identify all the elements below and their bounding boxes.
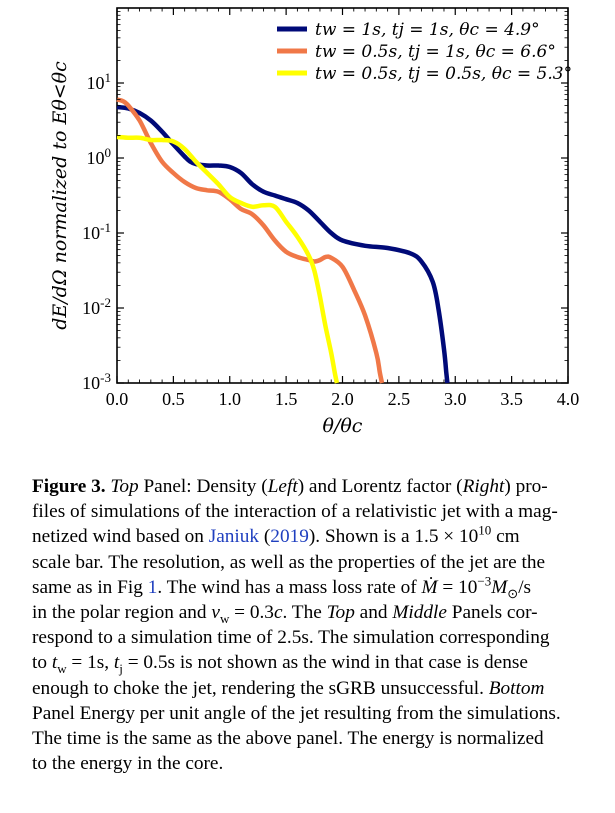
caption-text: ) pro- xyxy=(504,476,548,497)
caption-text: cm xyxy=(491,526,520,548)
caption-line: Figure 3. Top Panel: Density (Left) and … xyxy=(32,474,610,499)
y-tick-label: 10-2 xyxy=(82,295,111,318)
tick-layer: 0.0 0.5 1.0 1.5 2.0 2.5 3.0 3.5 4.0 101 100 10-1 10-… xyxy=(82,8,579,409)
caption-text: ) and Lorentz factor ( xyxy=(297,476,463,497)
caption-text: j xyxy=(119,661,123,677)
legend-label-3: tw = 0.5s, tj = 0.5s, θc = 5.3° xyxy=(315,64,572,84)
caption-text: Panels cor- xyxy=(446,602,538,624)
caption-text: files of simulations of the interaction … xyxy=(32,501,558,523)
caption-text: Ṁ xyxy=(421,576,438,598)
caption-line: scale bar. The resolution, as well as th… xyxy=(32,550,610,575)
caption-text: Middle xyxy=(392,602,447,624)
caption-line: in the polar region and vw = 0.3c. The T… xyxy=(32,600,610,625)
caption-text: = 0.5s is not shown as the wind in that … xyxy=(122,652,528,674)
caption-text: Panel Energy per unit angle of the jet r… xyxy=(32,702,561,724)
caption-text: 10 xyxy=(478,522,492,538)
caption-line: to the energy in the core. xyxy=(32,751,610,776)
legend-label-1: tw = 1s, tj = 1s, θc = 4.9° xyxy=(315,20,540,40)
axis-labels: θ/θc dE/dΩ normalized to Eθ<θc xyxy=(49,61,363,437)
x-tick-label: 0.0 xyxy=(106,389,129,409)
y-tick-label: 10-3 xyxy=(82,370,111,393)
caption-line: Panel Energy per unit angle of the jet r… xyxy=(32,701,610,726)
x-axis-label: θ/θc xyxy=(323,415,363,437)
caption-text: Top xyxy=(110,476,139,497)
series-line-1 xyxy=(116,104,450,384)
caption-text: respond to a simulation time of 2.5s. Th… xyxy=(32,627,550,649)
caption-text: Right xyxy=(462,476,505,497)
caption-text: ). Shown is a 1.5 × 10 xyxy=(308,526,479,548)
legend: tw = 1s, tj = 1s, θc = 4.9°tw = 0.5s, tj… xyxy=(277,20,572,84)
x-tick-label: 3.5 xyxy=(500,389,523,409)
caption-text: w xyxy=(219,610,230,626)
x-tick-label: 4.0 xyxy=(557,389,580,409)
caption-text: Panel: Density ( xyxy=(138,476,268,497)
caption-text: w xyxy=(57,661,67,677)
caption-text: scale bar. The resolution, as well as th… xyxy=(32,551,546,573)
caption-text: Bottom xyxy=(488,677,545,699)
caption-text: t xyxy=(113,652,120,674)
caption-line: same as in Fig 1. The wind has a mass lo… xyxy=(32,573,610,601)
caption-text: same as in Fig xyxy=(32,576,148,598)
caption-text: c xyxy=(273,602,283,624)
caption-text: . The xyxy=(282,602,327,624)
citation-link[interactable]: 2019 xyxy=(270,526,309,548)
caption-line: enough to choke the jet, rendering the s… xyxy=(32,676,610,701)
series-line-2 xyxy=(116,97,385,384)
x-tick-label: 2.0 xyxy=(331,389,354,409)
caption-text: /s xyxy=(518,576,532,598)
caption-text: = 1s, xyxy=(66,652,114,674)
series-layer xyxy=(116,97,450,384)
caption-line: netized wind based on Janiuk (2019). Sho… xyxy=(32,524,610,549)
caption-text: netized wind based on xyxy=(32,526,209,548)
caption-text: = 10 xyxy=(437,576,478,598)
caption-line: files of simulations of the interaction … xyxy=(32,499,610,524)
figure-caption: Figure 3. Top Panel: Density (Left) and … xyxy=(32,474,610,776)
y-axis-label: dE/dΩ normalized to Eθ<θc xyxy=(49,61,71,330)
caption-text: The time is the same as the above panel.… xyxy=(32,728,544,750)
caption-line: respond to a simulation time of 2.5s. Th… xyxy=(32,625,610,650)
x-tick-label: 0.5 xyxy=(162,389,185,409)
caption-text: −3 xyxy=(477,573,492,589)
legend-label-2: tw = 0.5s, tj = 1s, θc = 6.6° xyxy=(315,42,556,62)
citation-link[interactable]: 1 xyxy=(147,576,158,598)
caption-text: t xyxy=(51,652,58,674)
citation-link[interactable]: Janiuk xyxy=(208,526,260,548)
caption-text: ( xyxy=(259,526,271,548)
x-tick-label: 1.5 xyxy=(275,389,298,409)
caption-text: ⊙ xyxy=(507,585,519,601)
caption-text: M xyxy=(491,576,508,598)
x-tick-label: 3.0 xyxy=(444,389,467,409)
caption-text: to xyxy=(32,652,52,674)
caption-text: to the energy in the core. xyxy=(32,753,224,775)
caption-text: Left xyxy=(267,476,298,497)
caption-text: . The wind has a mass loss rate of xyxy=(157,576,422,598)
y-tick-label: 101 xyxy=(87,70,112,93)
series-line-3 xyxy=(116,134,340,384)
y-tick-label: 100 xyxy=(87,145,112,168)
caption-text: = 0.3 xyxy=(229,602,274,624)
caption-text: Top xyxy=(326,602,355,624)
caption-text: and xyxy=(354,602,393,624)
caption-line: The time is the same as the above panel.… xyxy=(32,726,610,751)
caption-line: to tw = 1s, tj = 0.5s is not shown as th… xyxy=(32,650,610,675)
y-tick-label: 10-1 xyxy=(82,220,111,243)
energy-angle-chart: 0.0 0.5 1.0 1.5 2.0 2.5 3.0 3.5 4.0 101 100 10-1 10-… xyxy=(49,7,579,437)
x-tick-label: 1.0 xyxy=(219,389,242,409)
caption-text: enough to choke the jet, rendering the s… xyxy=(32,677,489,699)
caption-text: v xyxy=(211,602,220,624)
caption-text: in the polar region and xyxy=(32,602,212,624)
caption-text: Figure 3. xyxy=(32,476,106,497)
x-tick-label: 2.5 xyxy=(388,389,411,409)
